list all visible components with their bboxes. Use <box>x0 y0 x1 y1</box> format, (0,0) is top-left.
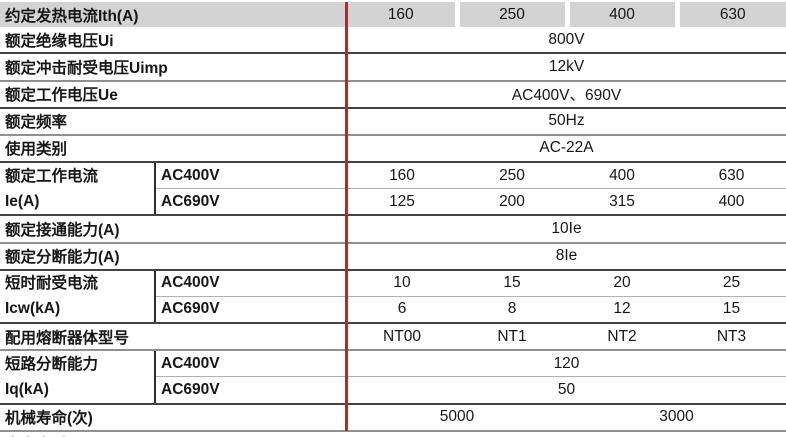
cell-value: 400 <box>567 162 677 190</box>
table-row: 配用熔断器体型号 NT00 NT1 NT2 NT3 <box>0 323 786 352</box>
cell-value: 800V <box>347 27 786 55</box>
column-header: 630 <box>674 2 786 28</box>
cell-value: 20 <box>567 269 677 297</box>
table-row: 电寿命(次) 1000 600 <box>0 430 786 437</box>
group-label-line1: 短路分断能力 <box>5 355 99 373</box>
row-label: 电寿命(次) <box>0 430 347 437</box>
cell-value: AC400V、690V <box>347 80 786 109</box>
group-row-label: 短时耐受电流 Icw(kA) <box>0 269 155 325</box>
cell-value: 50 <box>347 376 786 405</box>
cell-value: 50Hz <box>347 107 786 136</box>
table-row: 短时耐受电流 Icw(kA) AC400V 10 15 20 25 <box>0 269 786 325</box>
group-row-label: 额定工作电流 Ie(A) <box>0 162 155 217</box>
cell-value: 15 <box>457 269 567 297</box>
row-label: 额定冲击耐受电压Uimp <box>0 53 347 82</box>
cell-value: 125 <box>347 188 457 217</box>
row-label: 额定频率 <box>0 107 347 136</box>
cell-value: NT1 <box>457 323 567 352</box>
column-header: 160 <box>347 2 457 28</box>
cell-value: NT3 <box>677 323 786 352</box>
table-row: 额定接通能力(A) 10Ie <box>0 215 786 244</box>
sub-row-label: AC400V <box>154 350 347 378</box>
table-row: 额定工作电流 Ie(A) AC400V 160 250 400 630 <box>0 162 786 217</box>
table-header-row: 约定发热电流Ith(A) 160 250 400 630 <box>0 2 786 28</box>
sub-row-label: AC400V <box>154 269 347 297</box>
group-label-line1: 短时耐受电流 <box>5 275 99 293</box>
row-label: 额定绝缘电压Ui <box>0 27 347 55</box>
cell-value: 6 <box>347 296 457 325</box>
row-label: 额定工作电压Ue <box>0 80 347 109</box>
table-row: 额定频率 50Hz <box>0 107 786 136</box>
table-row: 额定分断能力(A) 8Ie <box>0 242 786 271</box>
table-row: AC690V 6 8 12 15 <box>0 296 786 325</box>
cell-value: 315 <box>567 188 677 217</box>
cell-value: NT00 <box>347 323 457 352</box>
row-label: 配用熔断器体型号 <box>0 323 347 352</box>
cell-value: 8 <box>457 296 567 325</box>
cell-value: 3000 <box>567 403 786 432</box>
cell-value: 200 <box>457 188 567 217</box>
sub-row-label: AC690V <box>154 296 347 325</box>
sub-row-label: AC690V <box>154 376 347 405</box>
column-header: 250 <box>454 2 567 28</box>
group-label-line2: Ie(A) <box>5 192 40 210</box>
cell-value: 400 <box>677 188 786 217</box>
cell-value: 5000 <box>347 403 567 432</box>
table-row: 机械寿命(次) 5000 3000 <box>0 403 786 432</box>
cell-value: NT2 <box>567 323 677 352</box>
group-row-label: 短路分断能力 Iq(kA) <box>0 350 155 405</box>
group-label-line2: Icw(kA) <box>5 300 61 318</box>
row-label: 机械寿命(次) <box>0 403 347 432</box>
sub-row-label: AC400V <box>154 162 347 190</box>
cell-value: 10 <box>347 269 457 297</box>
group-label-line1: 额定工作电流 <box>5 167 99 185</box>
table-row: 短路分断能力 Iq(kA) AC400V 120 <box>0 350 786 405</box>
table-row: 额定冲击耐受电压Uimp 12kV <box>0 53 786 82</box>
row-label: 额定分断能力(A) <box>0 242 347 271</box>
table-row: AC690V 125 200 315 400 <box>0 188 786 217</box>
cell-value: 12kV <box>347 53 786 82</box>
cell-value: 600 <box>567 430 786 437</box>
cell-value: 250 <box>457 162 567 190</box>
header-row-label: 约定发热电流Ith(A) <box>0 2 347 28</box>
cell-value: 15 <box>677 296 786 325</box>
cell-value: 10Ie <box>347 215 786 244</box>
table-row: 额定绝缘电压Ui 800V <box>0 27 786 55</box>
table-row: AC690V 50 <box>0 376 786 405</box>
table-row: 额定工作电压Ue AC400V、690V <box>0 80 786 109</box>
table-row: 使用类别 AC-22A <box>0 134 786 164</box>
row-label: 使用类别 <box>0 134 347 164</box>
sub-row-label: AC690V <box>154 188 347 217</box>
cell-value: 630 <box>677 162 786 190</box>
cell-value: 25 <box>677 269 786 297</box>
column-header: 400 <box>564 2 677 28</box>
cell-value: 1000 <box>347 430 567 437</box>
cell-value: 12 <box>567 296 677 325</box>
cell-value: 120 <box>347 350 786 378</box>
cell-value: 160 <box>347 162 457 190</box>
cell-value: 8Ie <box>347 242 786 271</box>
row-label: 额定接通能力(A) <box>0 215 347 244</box>
cell-value: AC-22A <box>347 134 786 164</box>
group-label-line2: Iq(kA) <box>5 380 49 398</box>
